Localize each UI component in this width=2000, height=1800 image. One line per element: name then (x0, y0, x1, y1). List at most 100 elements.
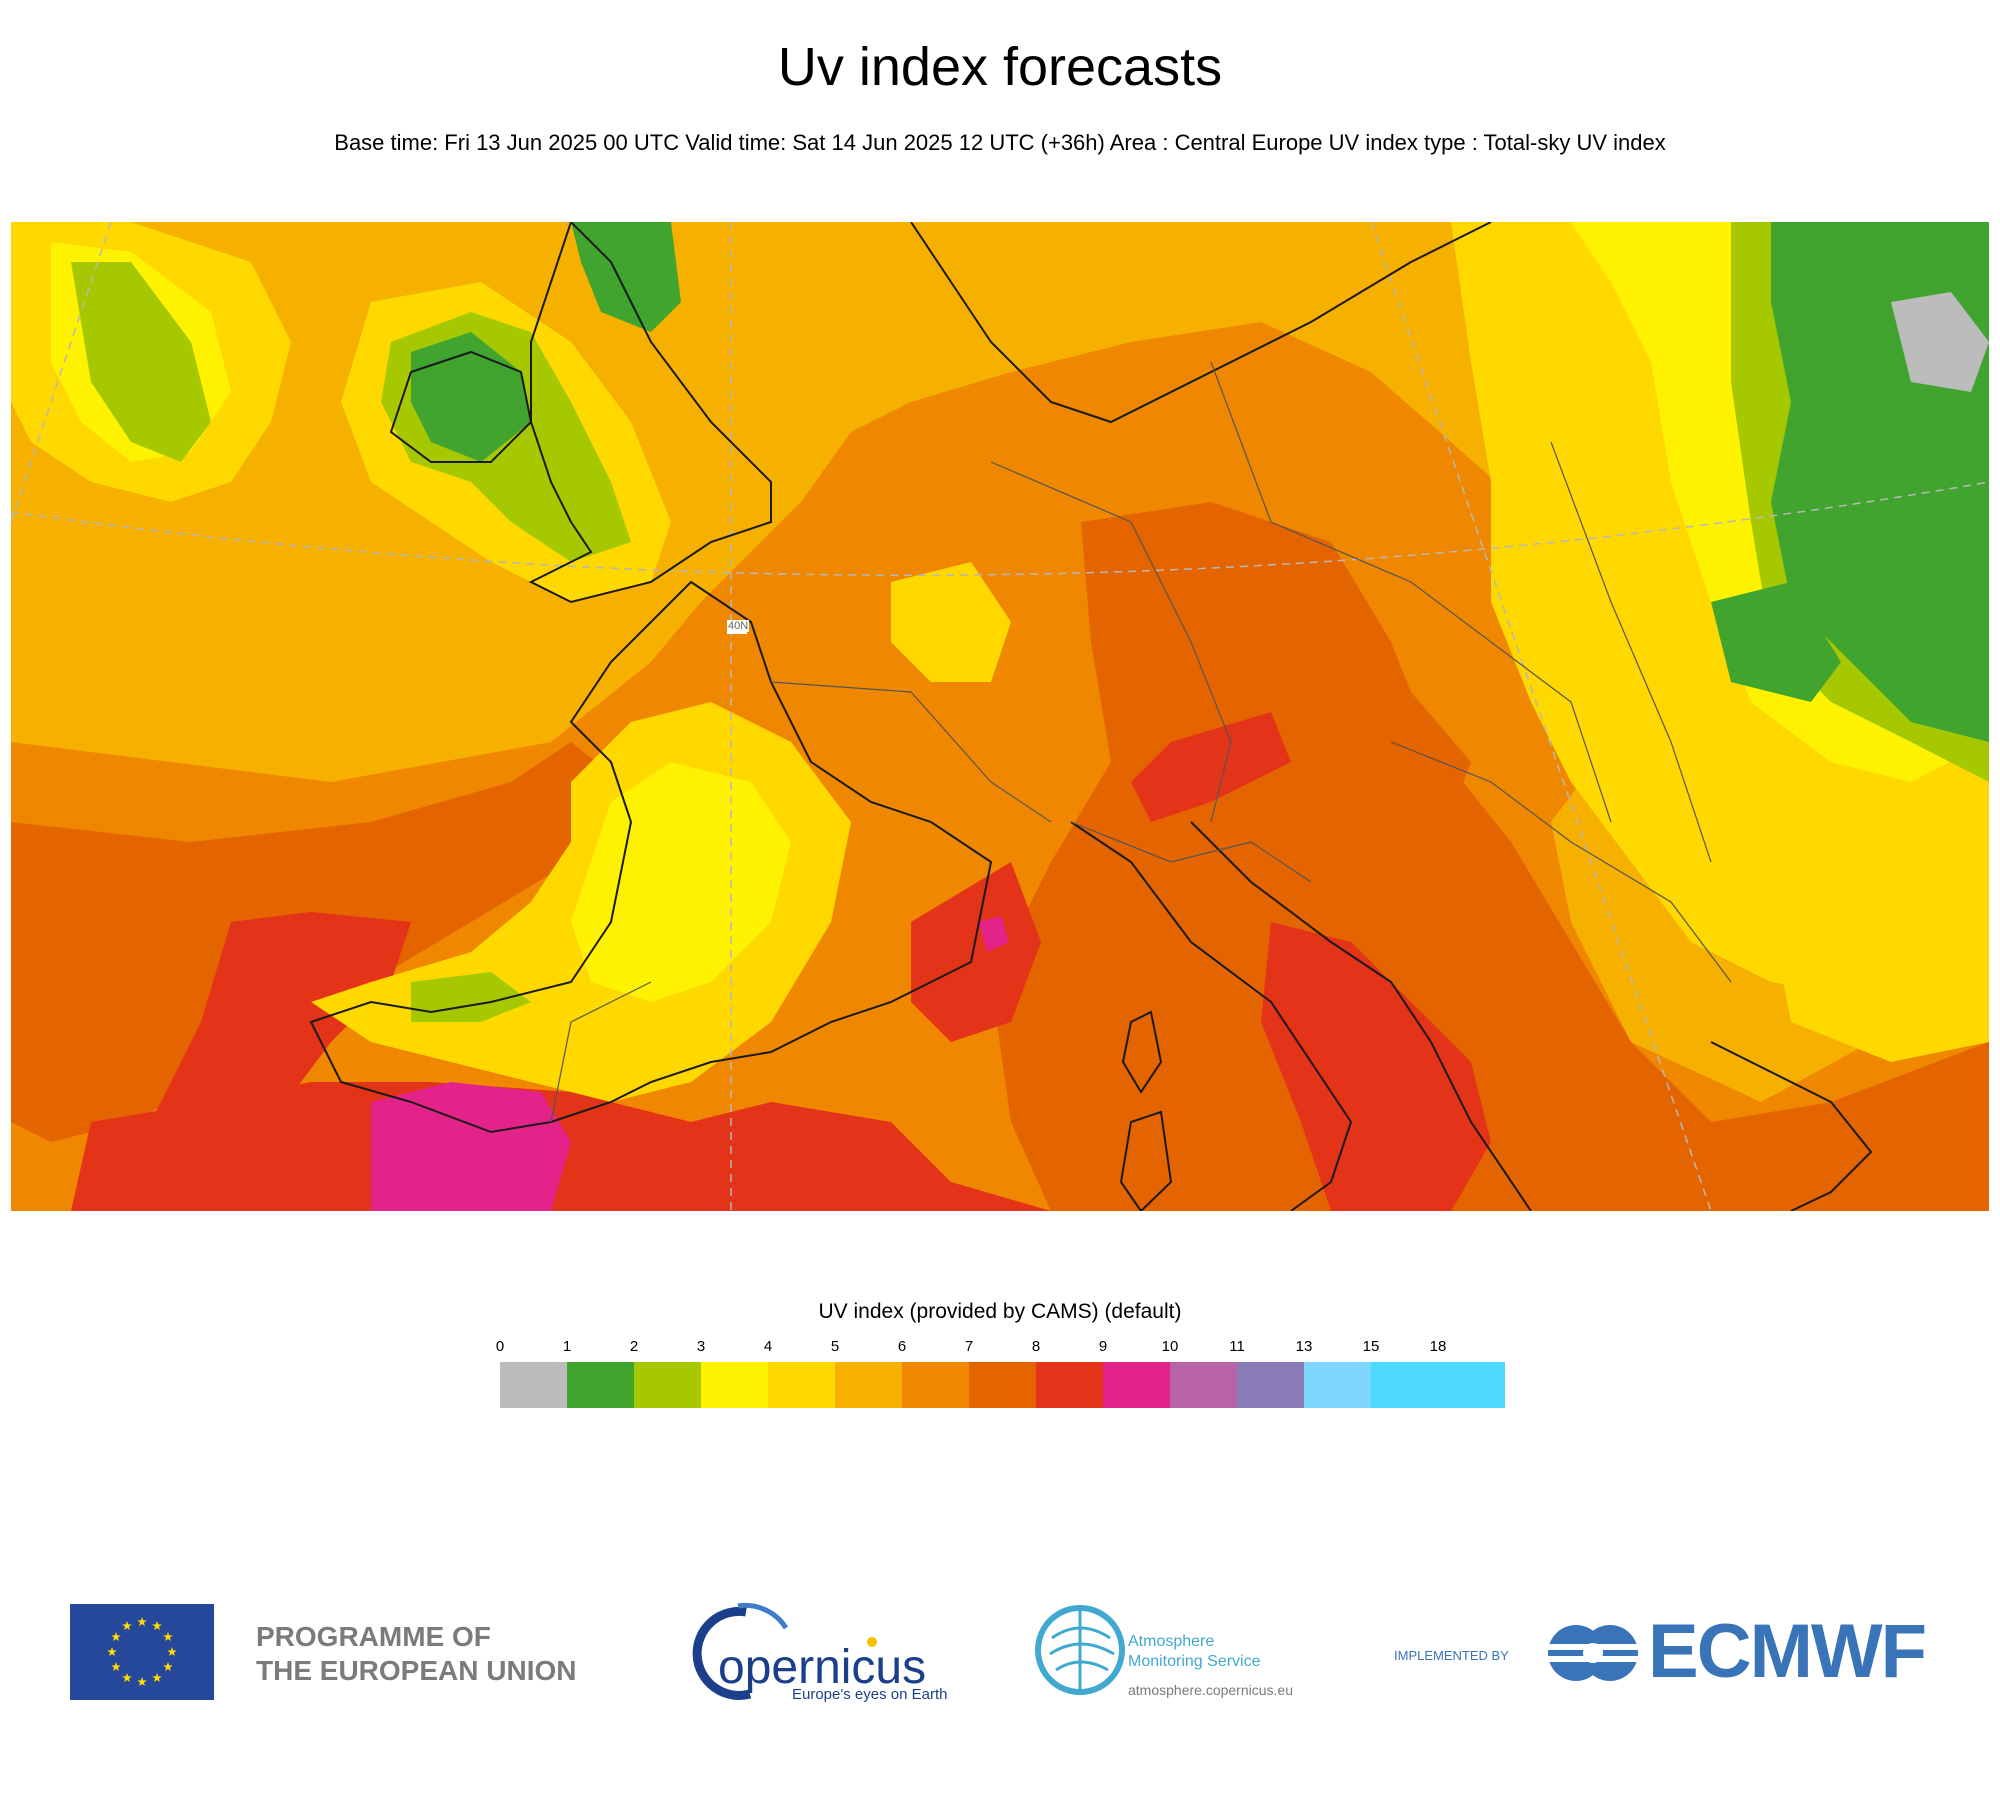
legend-tick-label: 2 (629, 1338, 639, 1355)
legend-swatch (768, 1362, 835, 1408)
eu-star (167, 1647, 177, 1656)
graticule (11, 222, 1989, 1211)
uv5-zone (891, 562, 1011, 682)
legend-tick-label: 5 (830, 1338, 840, 1355)
legend-swatch (835, 1362, 902, 1408)
legend-swatch (1036, 1362, 1103, 1408)
lat-label: 40N (727, 620, 750, 632)
implemented-by-label: IMPLEMENTED BY (1394, 1648, 1509, 1663)
uv8-zone (1291, 682, 1471, 862)
legend-tick-label: 3 (696, 1338, 706, 1355)
legend-ticks: 0 1 2 3 4 5 6 7 8 9 10 11 13 15 18 (0, 1338, 2000, 1358)
legend-title: UV index (provided by CAMS) (default) (818, 1300, 1182, 1323)
legend-swatch (1237, 1362, 1304, 1408)
legend-tick-label: 18 (1429, 1338, 1447, 1355)
legend-swatch (1170, 1362, 1237, 1408)
eu-star (152, 1673, 162, 1682)
border-line (770, 681, 1052, 823)
copernicus-tagline: Europe's eyes on Earth (792, 1686, 948, 1703)
ams-name: Atmosphere Monitoring Service (1128, 1632, 1261, 1672)
legend-tick-label: 11 (1229, 1338, 1245, 1355)
map-canvas (11, 222, 1989, 1211)
legend-swatch (634, 1362, 701, 1408)
coast-sardinia (1119, 1110, 1173, 1211)
coast-italy (1070, 821, 1353, 1211)
border-line (1210, 361, 1612, 823)
eu-flag-logo (70, 1604, 214, 1700)
uv8-zone (991, 502, 1989, 1211)
eu-programme-text: PROGRAMME OF THE EUROPEAN UNION (256, 1620, 576, 1688)
legend-swatch (1304, 1362, 1371, 1408)
uv10-zone (979, 916, 1009, 952)
legend-swatch (969, 1362, 1036, 1408)
copernicus-logo-icon (692, 1602, 877, 1700)
coast-ireland (389, 350, 533, 463)
uv10-zone (371, 1082, 571, 1211)
ams-line1: Atmosphere (1128, 1633, 1215, 1650)
uv2-zone (1711, 582, 1841, 702)
border-line (1550, 441, 1712, 863)
legend-swatch (500, 1362, 567, 1408)
uv-index-map[interactable]: 40N (11, 222, 1989, 1211)
uv5-zone (1771, 902, 1989, 1062)
eu-star (111, 1662, 121, 1671)
eu-star (152, 1621, 162, 1631)
uv4-zone (571, 762, 791, 1002)
country-borders (550, 361, 1732, 1123)
eu-star (163, 1632, 173, 1641)
eu-star (107, 1647, 117, 1656)
atmosphere-globe-icon (1035, 1605, 1125, 1695)
eu-star (163, 1662, 173, 1671)
eu-stars-icon (107, 1617, 177, 1686)
page-title: Uv index forecasts (777, 37, 1223, 97)
legend-colorbar (500, 1362, 1505, 1408)
legend-swatch (567, 1362, 634, 1408)
eu-star (122, 1673, 132, 1682)
legend-swatch (1438, 1362, 1505, 1408)
legend-tick-label: 13 (1295, 1338, 1313, 1355)
legend-tick-label: 9 (1098, 1338, 1108, 1355)
coast-britain (528, 222, 772, 604)
meridian-line (1370, 222, 1712, 1211)
legend-swatch (701, 1362, 768, 1408)
uv9-zone (911, 862, 1041, 1042)
ams-url: atmosphere.copernicus.eu (1128, 1682, 1293, 1698)
legend-tick-label: 4 (763, 1338, 773, 1355)
ams-line2: Monitoring Service (1128, 1653, 1261, 1670)
eu-star (137, 1677, 147, 1686)
eu-star (137, 1617, 147, 1626)
legend-tick-label: 8 (1031, 1338, 1041, 1355)
coast-greece (1710, 1041, 1873, 1211)
forecast-subtitle: Base time: Fri 13 Jun 2025 00 UTC Valid … (334, 130, 1666, 155)
coastlines (309, 222, 1873, 1211)
ecmwf-wordmark: ECMWF (1648, 1609, 1927, 1694)
eu-text-line2: THE EUROPEAN UNION (256, 1655, 577, 1686)
coast-corsica (1121, 1010, 1163, 1094)
border-line (1070, 821, 1312, 883)
border-line (550, 981, 652, 1123)
coast-france-spain (309, 580, 993, 1134)
legend-swatch (1371, 1362, 1438, 1408)
border-line (1390, 741, 1732, 983)
legend-swatch (902, 1362, 969, 1408)
ecmwf-symbol-icon (1546, 1625, 1640, 1681)
footer-logos: PROGRAMME OF THE EUROPEAN UNION opernicu… (0, 1598, 2000, 1718)
eu-star (111, 1632, 121, 1641)
meridian-line (11, 222, 112, 523)
legend-tick-label: 6 (897, 1338, 907, 1355)
legend-tick-label: 7 (964, 1338, 974, 1355)
border-line (990, 461, 1232, 823)
uv1-zone (1891, 292, 1989, 392)
coast-baltic (910, 222, 1492, 424)
eu-star (122, 1621, 132, 1631)
legend-tick-label: 0 (495, 1338, 505, 1355)
legend-tick-label: 15 (1362, 1338, 1380, 1355)
parallel-line (11, 481, 1989, 576)
legend-tick-label: 10 (1161, 1338, 1179, 1355)
legend-swatch (1103, 1362, 1170, 1408)
legend-tick-label: 1 (562, 1338, 572, 1355)
eu-text-line1: PROGRAMME OF (256, 1621, 491, 1652)
uv3-zone (71, 262, 211, 462)
uv9-zone (1131, 712, 1291, 822)
uv9-zone (1261, 922, 1491, 1211)
